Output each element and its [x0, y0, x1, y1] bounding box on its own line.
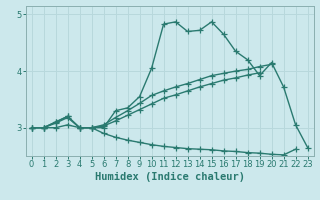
- X-axis label: Humidex (Indice chaleur): Humidex (Indice chaleur): [95, 172, 244, 182]
